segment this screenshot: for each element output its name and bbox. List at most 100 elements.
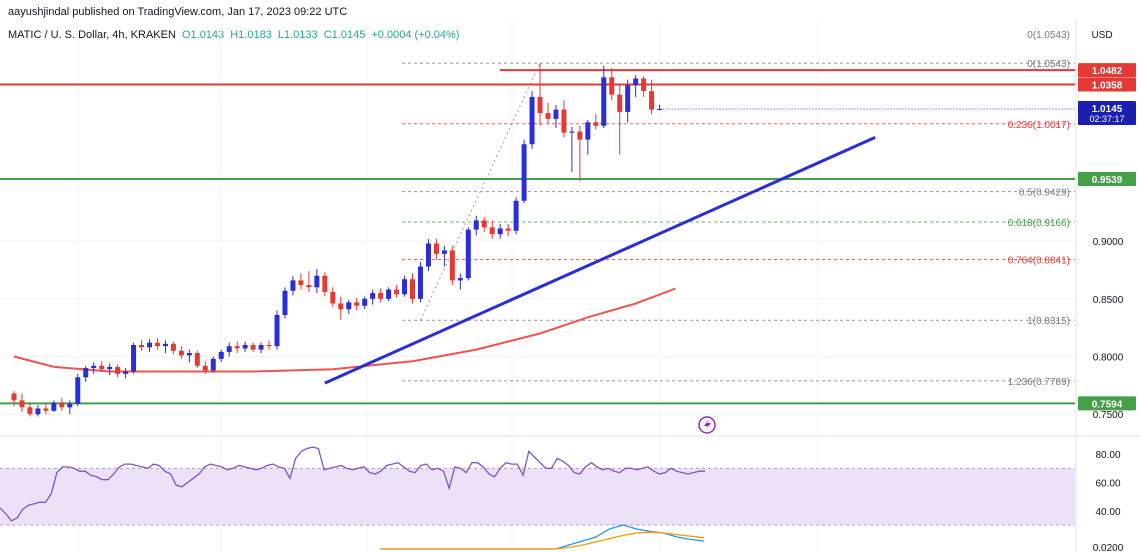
candle-body [258,345,264,350]
signal-line [380,531,705,550]
level-badge-resistance [1078,77,1136,92]
rsi-axis-tick: 40.00 [1095,507,1120,518]
candle-body [394,289,400,295]
candle-body [433,243,439,254]
current-price-label: 1.0145 [1092,104,1123,115]
candle-body [178,350,184,356]
candle-body [457,278,463,281]
ohlc-open: O1.0143 [181,29,225,41]
level-price-support-lower: 0.7594 [1092,399,1123,410]
candle-body [314,275,320,288]
candle-body [250,345,256,350]
level-badge-support-upper [1078,171,1136,186]
candle-body [59,402,65,408]
candle-body [505,228,511,231]
candle-body [290,280,296,291]
fib-level-label: 0.236(1.0017) [1008,120,1070,131]
fib-level-label: 0.764(0.8841) [1008,256,1070,267]
candle-body [346,302,352,310]
candle-body [449,250,455,281]
fib-level-label: 0(1.0543) [1027,59,1070,70]
trendline [324,136,876,385]
macd-axis-tick: 0.0200 [1093,543,1124,552]
candle-body [27,407,33,415]
fib-level-label: 1(0.8315) [1027,316,1070,327]
candle-body [242,345,248,349]
candle-body [19,400,25,408]
candle-body [131,345,137,372]
candle-body [489,227,495,235]
candle-body [83,368,89,378]
candle-body [282,290,288,315]
candle-body [91,365,97,369]
candle-body [266,345,272,347]
candle-body [481,220,487,228]
candle-body [649,91,655,110]
candle-body [162,343,168,347]
candle-body [601,77,607,126]
rsi-axis-tick: 80.00 [1095,450,1120,461]
rsi-axis-tick: 60.00 [1095,479,1120,490]
level-price-support-upper: 0.9539 [1092,175,1123,186]
candle-body [641,78,647,92]
candle-body [362,298,368,306]
fib-level-label: 1.236(0.7789) [1008,377,1070,388]
fib-level-label-top: 0(1.0543) [1027,30,1070,41]
symbol-name: MATIC / U. S. Dollar, 4h, KRAKEN [8,29,176,41]
candle-body [11,393,17,401]
candle-body [154,342,160,347]
candle-body [545,113,551,119]
price-axis-tick: 0.8000 [1093,353,1124,364]
candle-body [75,377,81,404]
candle-body [529,96,535,145]
publisher-line: aayushjindal published on TradingView.co… [8,6,348,18]
symbol-line: MATIC / U. S. Dollar, 4h, KRAKEN O1.0143… [8,29,462,41]
candle-body [43,408,49,411]
price-axis-tick: 0.8500 [1093,295,1124,306]
ohlc-low: L1.0133 [277,29,318,41]
lightning-icon-bolt [704,419,711,431]
candle-body [561,109,567,133]
candle-body [51,402,57,411]
candle-body [625,85,631,112]
candle-body [186,353,192,356]
candle-body [354,302,360,306]
current-price-countdown: 02:37:17 [1089,114,1124,124]
candle-body [577,131,583,140]
candle-body [497,228,503,235]
candle-body [410,279,415,299]
candle-body [417,266,423,299]
candle-body [370,293,376,299]
moving-average-line [13,287,676,373]
candle-body [115,366,121,374]
candle-body [67,403,73,408]
candle-body [553,109,559,119]
currency-label: USD [1091,30,1112,41]
candle-body [441,250,447,254]
candle-body [107,366,113,370]
candle-body [306,285,312,288]
candle-body [537,96,543,114]
candle-body [593,122,599,126]
candle-body [226,346,232,352]
current-price-badge [1078,101,1136,126]
candle-body [425,243,431,267]
candle-body [473,220,479,230]
candle-body [585,122,591,140]
rsi-line [0,446,705,522]
candle-body [298,280,304,285]
candle-body [139,345,145,348]
candle-body [338,303,344,310]
ohlc-change: +0.0004 (+0.04%) [371,29,460,41]
candle-body [378,293,384,299]
candle-body [465,229,471,279]
fib-connector [420,62,541,321]
candle-body [123,371,129,374]
level-price-resistance: 1.0358 [1092,80,1123,91]
macd-line [380,524,705,550]
candle-body [386,289,392,299]
candle-body [202,365,208,371]
candle-body [210,358,216,371]
